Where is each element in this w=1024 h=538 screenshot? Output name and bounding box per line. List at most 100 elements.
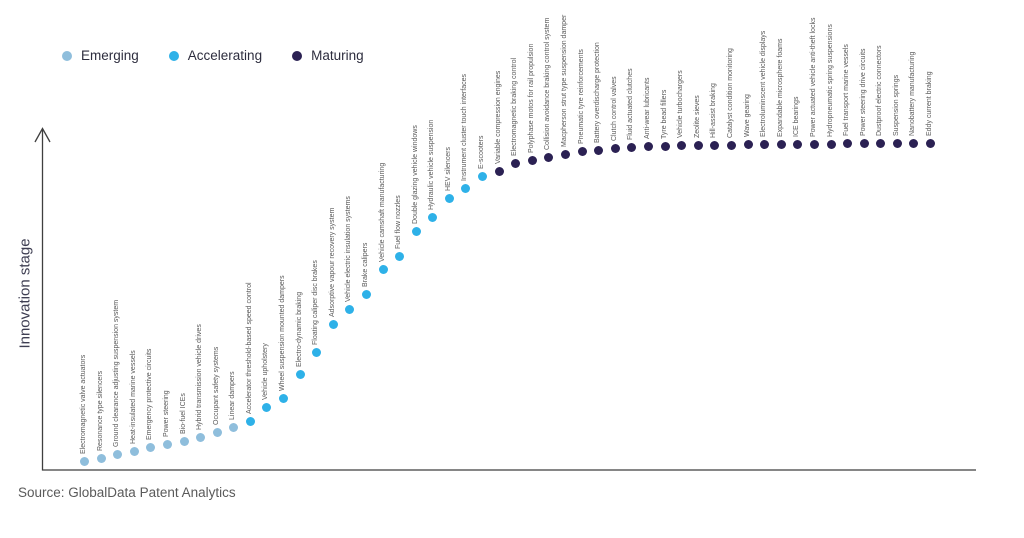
data-point-label: Hybrid transmission vehicle drives <box>196 324 203 430</box>
data-point-label: Instrument cluster touch interfaces <box>461 74 468 181</box>
data-point <box>112 449 122 459</box>
data-point <box>460 183 470 193</box>
legend-item: Maturing <box>292 48 364 63</box>
data-point-label: Electromagnetic valve actuators <box>80 354 87 454</box>
data-point-label: Electromagnetic braking control <box>511 57 518 156</box>
data-point-label: Brake calipers <box>362 242 369 287</box>
legend-label: Maturing <box>311 48 364 63</box>
data-point-label: Occupant safety systems <box>213 346 220 425</box>
data-point-label: Collision avoidance braking control syst… <box>544 17 551 150</box>
source-note: Source: GlobalData Patent Analytics <box>18 485 236 500</box>
data-point <box>378 264 388 274</box>
data-point-label: Electroluminscent vehicle displays <box>760 30 767 137</box>
data-point <box>295 369 305 379</box>
data-point-label: Zeolite sieves <box>694 95 701 138</box>
data-point-label: Electro-dynamic braking <box>296 291 303 367</box>
data-point <box>494 166 504 176</box>
data-point <box>759 139 769 149</box>
data-point <box>394 251 404 261</box>
data-point <box>79 456 89 466</box>
data-point-label: Hydraulic vehicle suspension <box>428 119 435 210</box>
data-point-label: HEV silencers <box>445 147 452 191</box>
data-point-label: Fuel flow nozzles <box>395 195 402 249</box>
data-point <box>660 141 670 151</box>
data-point-label: Macpherson strut type suspension damper <box>561 14 568 147</box>
data-point <box>278 393 288 403</box>
data-point <box>245 416 255 426</box>
data-point <box>228 422 238 432</box>
data-point <box>427 212 437 222</box>
data-point-label: Expandable microsphere foams <box>777 38 784 137</box>
data-point <box>892 138 902 148</box>
data-point <box>842 138 852 148</box>
data-point <box>643 141 653 151</box>
data-point-label: Fluid actuated clutches <box>627 68 634 140</box>
data-point <box>543 152 553 162</box>
data-point <box>859 138 869 148</box>
data-point-label: Accelerator threshold-based speed contro… <box>246 282 253 414</box>
legend-item: Emerging <box>62 48 139 63</box>
data-point <box>908 138 918 148</box>
data-point-label: Adsorptive vapour recovery system <box>329 207 336 317</box>
data-point <box>195 432 205 442</box>
data-point-label: Clutch control valves <box>611 76 618 141</box>
data-point <box>212 427 222 437</box>
data-point <box>776 139 786 149</box>
data-point <box>610 143 620 153</box>
data-point <box>693 140 703 150</box>
data-point <box>875 138 885 148</box>
data-point <box>792 139 802 149</box>
data-point-label: Power steering <box>163 390 170 437</box>
data-point <box>361 289 371 299</box>
data-point <box>726 140 736 150</box>
data-point <box>344 304 354 314</box>
data-point <box>510 158 520 168</box>
data-point <box>179 436 189 446</box>
data-point-label: Hill-assist braking <box>710 83 717 138</box>
legend-dot-icon <box>292 50 303 61</box>
data-point <box>577 146 587 156</box>
legend-label: Emerging <box>81 48 139 63</box>
legend-dot-icon <box>62 50 72 61</box>
data-point <box>826 139 836 149</box>
data-point <box>809 139 819 149</box>
data-point-label: Floating caliper disc brakes <box>312 260 319 345</box>
data-point-label: Vehicle turbochargers <box>677 70 684 138</box>
data-point-label: Power steering drive circuits <box>860 48 867 136</box>
data-point <box>129 446 139 456</box>
data-point-label: Emergency protective circuits <box>146 348 153 440</box>
data-point <box>743 139 753 149</box>
data-point-label: Vehicle electric insulation systems <box>345 196 352 302</box>
data-point-label: Bio-fuel ICEs <box>180 393 187 434</box>
data-point <box>311 347 321 357</box>
data-point <box>145 442 155 452</box>
data-point-label: Battery overdischarge protection <box>594 42 601 143</box>
data-point-label: Power actuated vehicle anti-theft locks <box>810 17 817 137</box>
data-point <box>477 171 487 181</box>
data-point-label: Ground clearance adjusting suspension sy… <box>113 299 120 447</box>
data-point-label: Wheel suspension mounted dampers <box>279 275 286 391</box>
data-point-label: Vehicle camshaft manufacturing <box>379 162 386 262</box>
data-point-label: E-scooters <box>478 135 485 169</box>
legend-label: Accelerating <box>187 48 263 63</box>
data-point-label: Heat-insulated marine vessels <box>130 350 137 444</box>
y-axis-arrow-icon <box>34 127 51 143</box>
data-point-label: Polyphase motos for rail propulsion <box>528 43 535 153</box>
data-point <box>925 138 935 148</box>
data-point-label: Catalyst condition monitoring <box>727 48 734 138</box>
data-point-label: Linear dampers <box>229 371 236 420</box>
data-point <box>411 226 421 236</box>
data-point <box>560 149 570 159</box>
data-point <box>593 145 603 155</box>
data-point-label: ICE bearings <box>793 96 800 137</box>
data-point <box>626 142 636 152</box>
data-point-label: Nanobattery manufacturing <box>909 51 916 136</box>
legend-dot-icon <box>168 50 179 61</box>
data-point <box>261 402 271 412</box>
data-point <box>162 439 172 449</box>
legend: Emerging Accelerating Maturing <box>62 48 364 63</box>
data-point-label: Pneumatic tyre reinforcements <box>578 49 585 144</box>
y-axis-label: Innovation stage <box>16 238 34 349</box>
